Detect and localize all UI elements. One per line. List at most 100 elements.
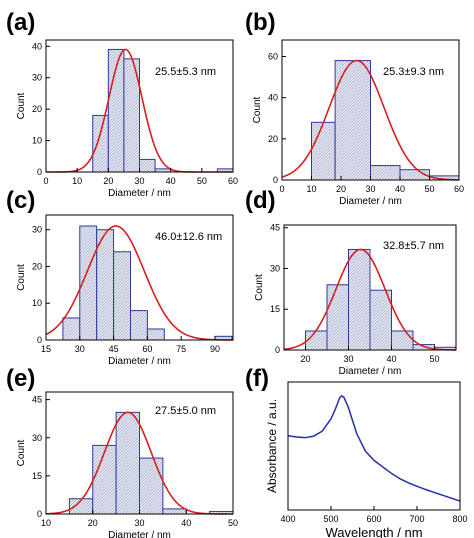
- histogram-bar: [369, 289, 392, 351]
- y-axis-label: Absorbance / a.u.: [265, 399, 279, 493]
- mean-diameter-annotation: 27.5±5.0 nm: [155, 405, 216, 417]
- x-tick-label: 60: [142, 344, 152, 354]
- y-tick-label: 20: [32, 261, 42, 271]
- mean-diameter-annotation: 46.0±12.6 nm: [155, 231, 222, 243]
- panel-c: (c) 15 30 45 60 75 90 0 10 20 30 Diameter / nm Count…: [6, 187, 234, 367]
- histogram-bar: [139, 158, 156, 173]
- x-tick-label: 15: [41, 344, 51, 354]
- histogram-bar: [92, 444, 117, 515]
- x-tick-label: 30: [365, 184, 375, 194]
- y-tick-label: 0: [273, 175, 278, 185]
- panel-label: (f): [245, 365, 269, 392]
- x-tick-label: 0: [43, 176, 48, 186]
- gaussian-fit-curve: [45, 411, 234, 515]
- x-axis-label: Diameter / nm: [339, 196, 402, 207]
- x-tick-label: 30: [134, 518, 144, 528]
- x-tick-label: 45: [109, 344, 119, 354]
- y-tick-label: 0: [37, 167, 42, 177]
- y-tick-label: 40: [32, 41, 42, 51]
- x-tick-label: 20: [103, 176, 113, 186]
- panel-label: (d): [245, 187, 276, 214]
- panel-a: (a) 0 10 20 30 40 50 60 0 10 20 30 40 Diameter / nm Co…: [6, 9, 238, 199]
- y-axis-label: Count: [16, 439, 27, 466]
- x-tick-label: 60: [228, 176, 238, 186]
- panel-label: (a): [6, 9, 35, 36]
- x-tick-label: 800: [452, 514, 467, 524]
- y-tick-label: 30: [270, 263, 280, 273]
- mean-diameter-annotation: 25.5±5.3 nm: [155, 66, 216, 78]
- histogram-bar: [129, 310, 148, 341]
- y-tick-label: 45: [32, 395, 42, 405]
- absorbance-spectrum-line: [287, 395, 461, 502]
- x-axis-label: Diameter / nm: [108, 188, 171, 199]
- y-tick-label: 60: [268, 51, 278, 61]
- x-tick-label: 20: [88, 518, 98, 528]
- panel-label: (b): [245, 9, 276, 36]
- x-tick-label: 50: [429, 354, 439, 364]
- y-tick-label: 30: [32, 225, 42, 235]
- histogram-bar: [334, 60, 372, 181]
- x-tick-label: 30: [134, 176, 144, 186]
- histogram-bar: [391, 330, 414, 351]
- panel-label: (c): [6, 187, 35, 214]
- y-tick-label: 15: [270, 304, 280, 314]
- histogram-bar: [305, 330, 328, 351]
- x-tick-label: 10: [306, 184, 316, 194]
- panel-d: (d) 20 30 40 50 0 15 30 45 Diameter / nm Count 32.8…: [245, 187, 457, 377]
- histogram-bar: [92, 114, 109, 173]
- x-tick-label: 30: [75, 344, 85, 354]
- histogram-bar: [311, 121, 336, 181]
- x-tick-label: 40: [166, 176, 176, 186]
- histogram-bar: [115, 411, 140, 515]
- gaussian-fit-curve: [283, 248, 457, 351]
- x-tick-label: 50: [424, 184, 434, 194]
- y-tick-label: 30: [32, 433, 42, 443]
- mean-diameter-annotation: 32.8±5.7 nm: [383, 240, 444, 252]
- x-tick-label: 400: [280, 514, 295, 524]
- plot-frame: [45, 214, 234, 341]
- y-tick-label: 45: [270, 223, 280, 233]
- y-tick-label: 30: [32, 73, 42, 83]
- x-tick-label: 500: [323, 514, 338, 524]
- x-tick-label: 50: [197, 176, 207, 186]
- y-tick-label: 15: [32, 471, 42, 481]
- x-tick-label: 60: [454, 184, 464, 194]
- x-tick-label: 600: [366, 514, 381, 524]
- x-tick-label: 40: [395, 184, 405, 194]
- histogram-bar: [139, 457, 164, 515]
- mean-diameter-annotation: 25.3±9.3 nm: [383, 66, 444, 78]
- y-tick-label: 40: [268, 93, 278, 103]
- y-tick-label: 20: [268, 134, 278, 144]
- x-tick-label: 10: [41, 518, 51, 528]
- x-tick-label: 20: [336, 184, 346, 194]
- histogram-bar: [348, 248, 371, 351]
- histogram-bar: [96, 229, 115, 341]
- x-axis-label: Wavelength / nm: [325, 525, 422, 538]
- panel-e: (e) 10 20 30 40 50 0 15 30 45 Diameter / nm Count 27…: [6, 365, 238, 538]
- histogram-bar: [326, 284, 349, 351]
- y-axis-label: Count: [16, 264, 27, 291]
- x-axis-label: Diameter / nm: [108, 356, 171, 367]
- panel-f: (f) 400 500 600 700 800 Wavelength / nm Absorba…: [245, 365, 468, 538]
- gaussian-fit-curve: [45, 225, 234, 341]
- y-tick-label: 0: [37, 509, 42, 519]
- x-tick-label: 90: [210, 344, 220, 354]
- x-tick-label: 75: [176, 344, 186, 354]
- plot-frame: [283, 224, 457, 351]
- histogram-bar: [62, 317, 81, 341]
- x-tick-label: 40: [386, 354, 396, 364]
- plot-frame: [287, 381, 461, 511]
- histogram-bar: [162, 508, 187, 515]
- x-axis-label: Diameter / nm: [339, 366, 402, 377]
- y-tick-label: 20: [32, 104, 42, 114]
- y-tick-label: 10: [32, 298, 42, 308]
- histogram-bar: [370, 165, 401, 181]
- x-axis-label: Diameter / nm: [108, 530, 171, 538]
- panel-b: (b) 0 10 20 30 40 50 60 0 20 40 60 Diameter / nm Coun…: [245, 9, 464, 207]
- x-tick-label: 700: [409, 514, 424, 524]
- x-tick-label: 0: [279, 184, 284, 194]
- panel-label: (e): [6, 365, 35, 392]
- x-tick-label: 40: [181, 518, 191, 528]
- x-tick-label: 30: [343, 354, 353, 364]
